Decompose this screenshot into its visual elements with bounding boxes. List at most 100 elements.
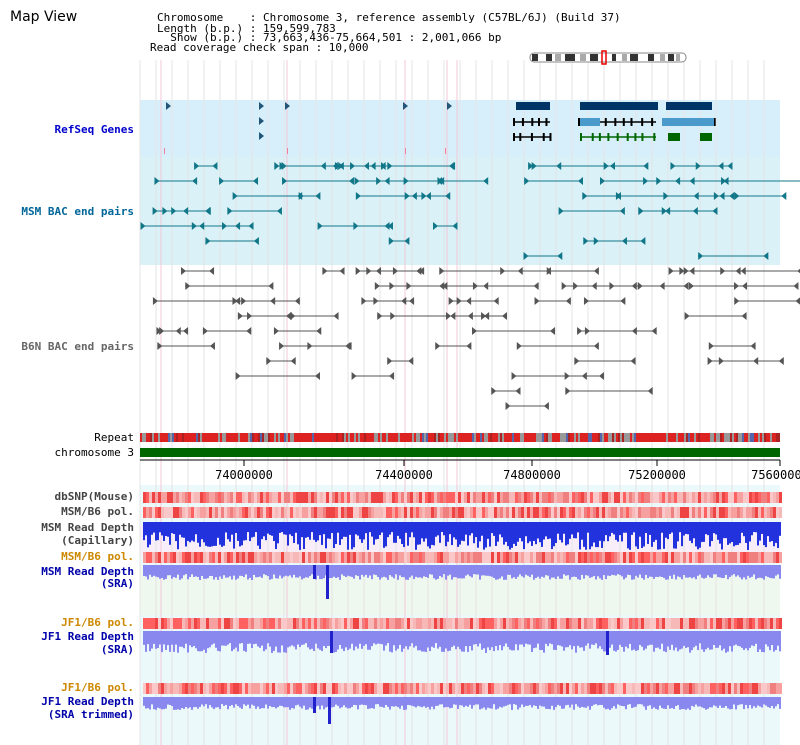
depth-bar xyxy=(237,565,239,579)
gene-block xyxy=(580,118,600,126)
heat-cell xyxy=(380,552,383,563)
depth-bar xyxy=(583,697,585,708)
b6n-bac-label[interactable]: B6N BAC end pairs xyxy=(21,340,134,353)
heat-cell xyxy=(494,683,497,694)
depth-bar xyxy=(753,697,755,707)
depth-bar xyxy=(691,697,693,706)
bac-end-marker xyxy=(718,162,724,170)
depth-bar xyxy=(613,522,615,535)
depth-bar xyxy=(673,697,675,709)
bac-end-marker xyxy=(574,357,580,365)
msm-read-depth-sra-label[interactable]: MSM Read Depth xyxy=(41,565,134,578)
msm-b6-pol-label[interactable]: MSM/B6 pol. xyxy=(61,505,134,518)
depth-bar xyxy=(377,565,379,577)
repeat-segment xyxy=(416,433,418,442)
jf1-b6-pol-label[interactable]: JF1/B6 pol. xyxy=(61,616,134,629)
depth-bar xyxy=(583,565,585,579)
heat-cell xyxy=(434,618,437,629)
repeat-segment xyxy=(656,433,658,442)
jf1-b6-pol-label-2[interactable]: JF1/B6 pol. xyxy=(61,681,134,694)
bac-end-marker xyxy=(237,312,243,320)
bac-end-marker xyxy=(154,177,160,185)
heat-cell xyxy=(617,618,620,629)
heat-cell xyxy=(551,683,554,694)
msm-read-depth-capillary-sublabel: (Capillary) xyxy=(61,534,134,547)
depth-bar xyxy=(605,565,607,580)
depth-bar xyxy=(515,565,517,579)
refseq-genes-label[interactable]: RefSeq Genes xyxy=(54,123,134,136)
msm-read-depth-capillary-label[interactable]: MSM Read Depth xyxy=(41,521,134,534)
refseq-tick xyxy=(287,148,288,154)
heat-cell xyxy=(629,618,632,629)
bac-end-marker xyxy=(734,192,740,200)
heat-cell xyxy=(248,492,251,503)
depth-bar xyxy=(681,697,683,710)
depth-bar xyxy=(183,565,185,576)
depth-bar xyxy=(487,522,489,539)
repeat-segment xyxy=(170,433,172,442)
heat-cell xyxy=(731,683,734,694)
heat-cell xyxy=(755,492,758,503)
heat-cell xyxy=(668,492,671,503)
heat-cell xyxy=(191,552,194,563)
depth-bar xyxy=(571,697,573,705)
heat-cell xyxy=(620,492,623,503)
depth-bar xyxy=(173,631,175,652)
depth-bar xyxy=(165,631,167,651)
heat-cell xyxy=(233,492,236,503)
repeat-segment xyxy=(582,433,584,442)
depth-bar xyxy=(705,522,707,535)
heat-cell xyxy=(452,492,455,503)
heat-cell xyxy=(491,492,494,503)
depth-bar xyxy=(545,631,547,644)
depth-bar xyxy=(707,565,709,576)
heat-cell xyxy=(374,492,377,503)
depth-bar xyxy=(469,522,471,536)
heat-cell xyxy=(698,683,701,694)
heat-cell xyxy=(191,618,194,629)
depth-bar xyxy=(173,697,175,710)
repeat-segment xyxy=(272,433,274,442)
heat-cell xyxy=(533,492,536,503)
bac-end-marker xyxy=(235,297,241,305)
heat-cell xyxy=(653,618,656,629)
depth-bar xyxy=(421,631,423,652)
depth-bar xyxy=(371,565,373,580)
depth-bar xyxy=(459,631,461,650)
depth-bar xyxy=(213,565,215,580)
repeat-segment xyxy=(610,433,612,442)
heat-cell xyxy=(311,683,314,694)
heat-cell xyxy=(698,492,701,503)
jf1-read-depth-sra-label[interactable]: JF1 Read Depth xyxy=(41,630,134,643)
heat-cell xyxy=(395,552,398,563)
depth-bar xyxy=(693,697,695,707)
depth-bar xyxy=(701,565,703,578)
heat-cell xyxy=(164,492,167,503)
heat-cell xyxy=(206,552,209,563)
repeat-segment xyxy=(472,433,474,442)
heat-cell xyxy=(731,552,734,563)
heat-cell xyxy=(692,507,695,518)
heat-cell xyxy=(575,507,578,518)
heat-cell xyxy=(344,552,347,563)
depth-bar xyxy=(355,522,357,535)
heat-cell xyxy=(560,618,563,629)
dbsnp-label[interactable]: dbSNP(Mouse) xyxy=(54,490,134,503)
heat-cell xyxy=(410,507,413,518)
msm-b6-pol-label-2[interactable]: MSM/B6 pol. xyxy=(61,550,134,563)
repeat-segment xyxy=(566,433,568,442)
heat-cell xyxy=(551,507,554,518)
depth-bar xyxy=(143,522,145,541)
jf1-read-depth-trimmed-label[interactable]: JF1 Read Depth xyxy=(41,695,134,708)
heat-cell xyxy=(194,683,197,694)
depth-bar xyxy=(489,631,491,651)
heat-cell xyxy=(581,618,584,629)
bac-end-marker xyxy=(484,312,490,320)
msm-bac-label[interactable]: MSM BAC end pairs xyxy=(21,205,134,218)
heat-cell xyxy=(578,507,581,518)
repeat-segment xyxy=(230,433,232,442)
depth-bar xyxy=(769,565,771,578)
heat-cell xyxy=(581,552,584,563)
heat-cell xyxy=(314,492,317,503)
